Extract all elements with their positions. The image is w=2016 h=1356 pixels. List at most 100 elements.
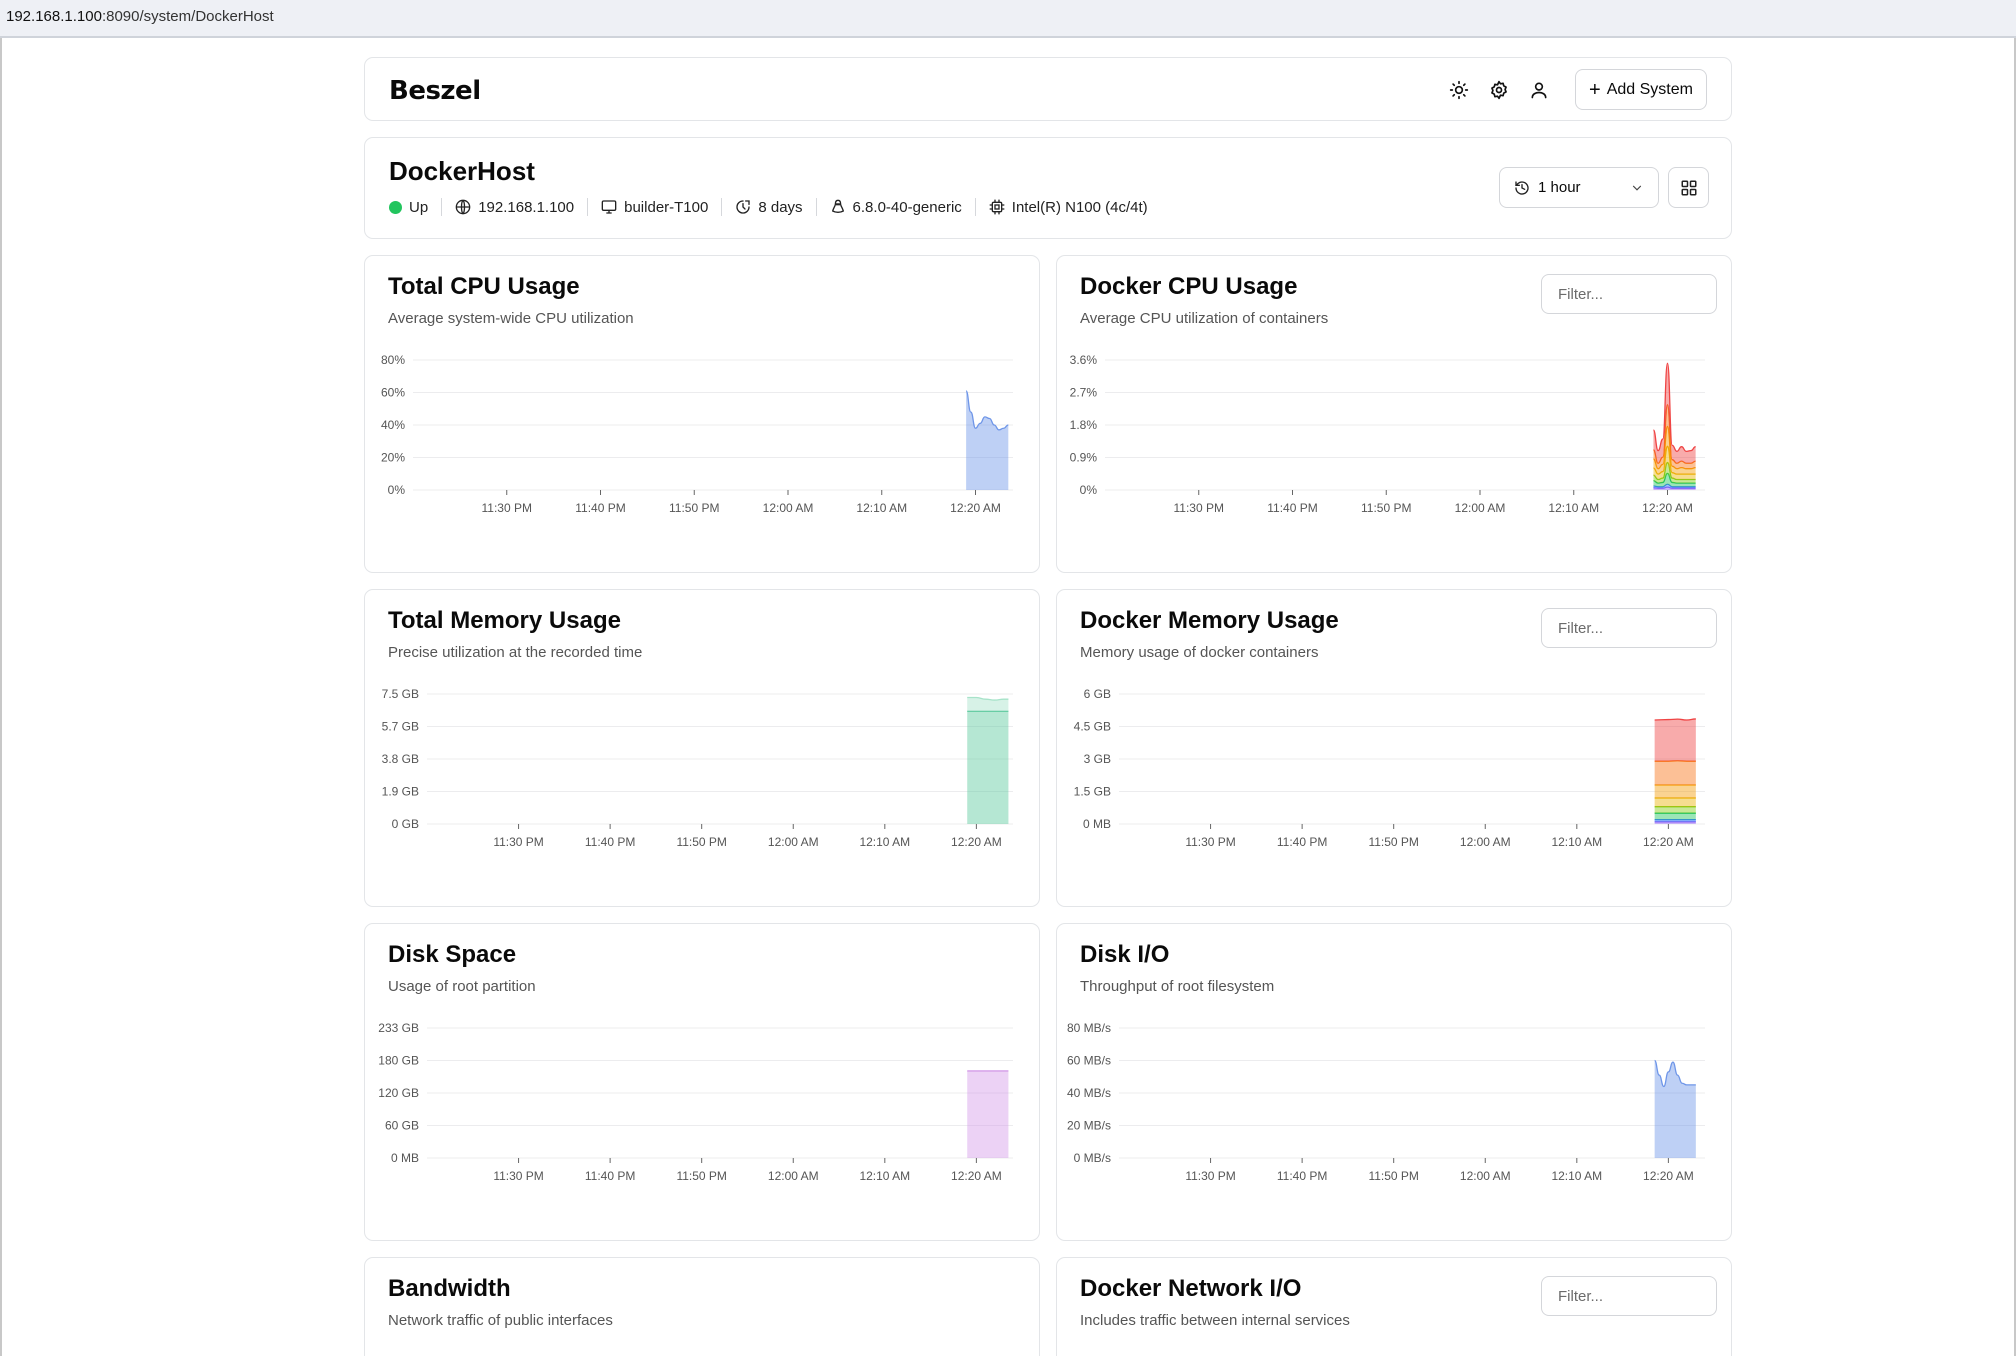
layout-toggle-button[interactable] <box>1668 167 1709 208</box>
x-tick-label: 12:00 AM <box>763 501 814 515</box>
y-tick-label: 1.9 GB <box>382 785 419 799</box>
series-area <box>1654 1060 1696 1158</box>
y-tick-label: 60 MB/s <box>1067 1054 1111 1068</box>
x-tick-label: 12:10 AM <box>1551 835 1602 849</box>
series-area <box>1654 760 1696 785</box>
cpu-text: Intel(R) N100 (4c/4t) <box>1011 198 1148 216</box>
top-navbar: Beszel + Add System <box>364 57 1732 121</box>
chart-title: Disk Space <box>388 941 517 968</box>
docker-memory-filter-input[interactable] <box>1541 608 1717 648</box>
docker-cpu-card: Docker CPU Usage Average CPU utilization… <box>1056 255 1732 573</box>
window-border-left <box>0 38 2 1356</box>
y-tick-label: 1.5 GB <box>1074 785 1111 799</box>
docker-cpu-filter-input[interactable] <box>1541 274 1717 314</box>
disk-space-card: Disk Space Usage of root partition 0 MB 6… <box>364 923 1040 1241</box>
x-tick-label: 12:10 AM <box>1551 1169 1602 1183</box>
y-tick-label: 120 GB <box>378 1086 419 1100</box>
series-area <box>1653 446 1696 480</box>
chart-description: Average CPU utilization of containers <box>1080 310 1329 327</box>
x-tick-label: 11:40 PM <box>575 501 625 515</box>
y-tick-label: 0% <box>388 483 406 497</box>
divider <box>974 198 976 216</box>
x-tick-label: 12:00 AM <box>1460 1169 1511 1183</box>
uptime-text: 8 days <box>758 198 803 216</box>
app-logo[interactable]: Beszel <box>389 76 481 106</box>
ip-info: 192.168.1.100 <box>455 199 574 216</box>
y-tick-label: 4.5 GB <box>1074 720 1111 734</box>
y-tick-label: 80% <box>381 353 405 367</box>
history-icon <box>1515 180 1529 195</box>
x-tick-label: 12:20 AM <box>1643 1169 1694 1183</box>
chart-title: Bandwidth <box>388 1275 511 1302</box>
y-tick-label: 233 GB <box>378 1021 419 1035</box>
series-line <box>1653 1059 1696 1088</box>
y-tick-label: 0 MB/s <box>1074 1151 1111 1165</box>
url-host: 192.168.1.100 <box>6 8 102 25</box>
status-dot-icon <box>389 200 402 214</box>
series-line <box>1654 718 1696 721</box>
series-line <box>965 390 1009 431</box>
status-text: Up <box>409 198 429 216</box>
chart-description: Precise utilization at the recorded time <box>388 644 643 661</box>
add-system-label: Add System <box>1606 80 1693 98</box>
kernel-info: 6.8.0-40-generic <box>830 199 962 216</box>
chevron-down-icon <box>1632 185 1642 191</box>
x-tick-label: 11:50 PM <box>1368 1169 1418 1183</box>
x-tick-label: 12:20 AM <box>951 1169 1002 1183</box>
x-tick-label: 12:00 AM <box>1455 501 1506 515</box>
x-tick-label: 11:50 PM <box>676 835 726 849</box>
x-tick-label: 11:30 PM <box>493 1169 543 1183</box>
x-tick-label: 11:30 PM <box>482 501 532 515</box>
user-icon[interactable] <box>1527 78 1551 102</box>
total-memory-chart: 0 GB 1.9 GB 3.8 GB 5.7 GB 7.5 GB 11:30 PM 11:4… <box>382 687 1013 849</box>
kernel-text: 6.8.0-40-generic <box>852 198 962 216</box>
series-line <box>967 696 1009 701</box>
docker-network-filter-input[interactable] <box>1541 1276 1717 1316</box>
window-border-right <box>2014 38 2016 1356</box>
x-tick-label: 12:10 AM <box>859 1169 910 1183</box>
y-tick-label: 0% <box>1080 483 1098 497</box>
x-tick-label: 12:00 AM <box>1460 835 1511 849</box>
series-line <box>1653 445 1696 475</box>
x-tick-label: 11:50 PM <box>669 501 719 515</box>
chart-title: Total Memory Usage <box>388 607 621 634</box>
clock-arrow-icon <box>736 200 751 214</box>
globe-icon <box>455 199 471 215</box>
series-line <box>1653 404 1696 464</box>
sun-icon[interactable] <box>1447 78 1471 102</box>
cpu-icon <box>989 199 1005 215</box>
x-tick-label: 11:50 PM <box>1368 835 1418 849</box>
series-area <box>967 1070 1009 1158</box>
y-tick-label: 20 MB/s <box>1067 1119 1111 1133</box>
plus-icon: + <box>1589 78 1601 101</box>
browser-address-bar[interactable]: 192.168.1.100:8090/system/DockerHost <box>0 0 2016 38</box>
x-tick-label: 11:50 PM <box>676 1169 726 1183</box>
y-tick-label: 20% <box>381 451 405 465</box>
gear-icon[interactable] <box>1487 78 1511 102</box>
time-range-select[interactable]: 1 hour <box>1499 167 1659 208</box>
total-cpu-card: Total CPU Usage Average system-wide CPU … <box>364 255 1040 573</box>
docker-network-card: Docker Network I/O Includes traffic betw… <box>1056 1257 1732 1356</box>
series-area <box>1653 363 1696 464</box>
chart-title: Docker Memory Usage <box>1080 607 1339 634</box>
series-line <box>1653 425 1696 470</box>
chart-title: Docker Network I/O <box>1080 1275 1302 1302</box>
y-tick-label: 0 MB <box>1083 817 1111 831</box>
x-tick-label: 12:20 AM <box>1642 501 1693 515</box>
time-range-value: 1 hour <box>1538 179 1581 196</box>
series-line <box>1653 461 1696 481</box>
add-system-button[interactable]: + Add System <box>1575 69 1707 110</box>
x-tick-label: 12:20 AM <box>950 501 1001 515</box>
series-area <box>1654 813 1696 820</box>
x-tick-label: 11:50 PM <box>1361 501 1411 515</box>
y-tick-label: 2.7% <box>1070 386 1098 400</box>
y-tick-label: 40 MB/s <box>1067 1086 1111 1100</box>
status-info: Up <box>389 199 428 216</box>
y-tick-label: 3.6% <box>1070 353 1098 367</box>
chart-description: Includes traffic between internal servic… <box>1080 1312 1350 1329</box>
chart-description: Usage of root partition <box>388 978 536 995</box>
y-tick-label: 60% <box>381 386 405 400</box>
url-text[interactable]: 192.168.1.100:8090/system/DockerHost <box>6 8 274 25</box>
y-tick-label: 7.5 GB <box>382 687 419 701</box>
series-area <box>967 711 1009 824</box>
